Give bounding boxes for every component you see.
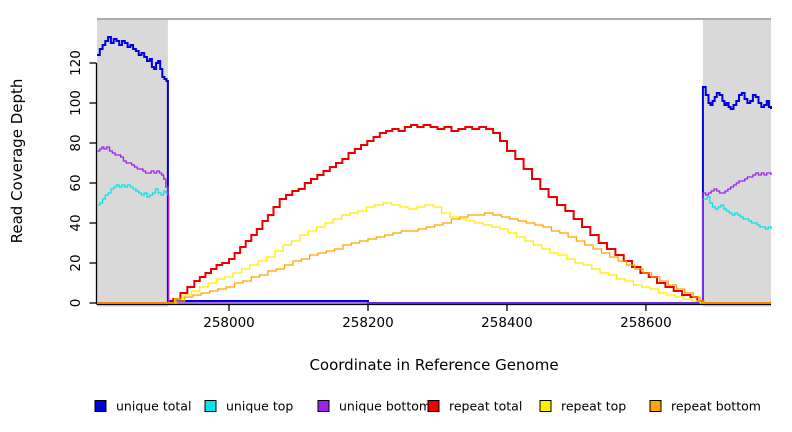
y-tick-label: 100	[68, 90, 84, 116]
legend-swatch-repeat-total	[427, 400, 440, 412]
legend-item-unique-bottom: unique bottom	[317, 399, 431, 414]
x-tick-label: 258200	[342, 315, 394, 331]
y-axis-ticks: 0 20 40 60 80 100 120	[68, 50, 97, 307]
y-tick-label: 80	[68, 134, 84, 151]
legend-label: unique total	[116, 399, 191, 414]
series-lines	[97, 36, 772, 304]
legend-label: unique top	[226, 399, 293, 414]
y-tick-label: 120	[68, 50, 84, 76]
x-tick-label: 258400	[481, 315, 533, 331]
series-line-unique-total	[97, 36, 772, 304]
x-axis-ticks: 258000 258200 258400 258600	[203, 304, 672, 331]
legend-item-unique-total: unique total	[94, 399, 191, 414]
shaded-flank-regions	[97, 20, 771, 307]
legend-swatch-repeat-bottom	[649, 400, 662, 412]
y-tick-label: 40	[68, 214, 84, 231]
series-line-unique-bottom	[97, 146, 772, 304]
legend-label: unique bottom	[339, 399, 431, 414]
y-axis-title: Read Coverage Depth	[8, 79, 26, 244]
legend-label: repeat bottom	[671, 399, 761, 414]
shaded-region	[702, 20, 771, 307]
series-line-repeat-top	[97, 202, 771, 304]
legend-swatch-repeat-top	[539, 400, 552, 412]
series-line-repeat-bottom	[97, 212, 771, 304]
x-axis-title: Coordinate in Reference Genome	[309, 356, 558, 374]
legend-item-unique-top: unique top	[204, 399, 293, 414]
legend-item-repeat-total: repeat total	[427, 399, 522, 414]
legend-item-repeat-top: repeat top	[539, 399, 626, 414]
legend-label: repeat top	[561, 399, 626, 414]
legend-swatch-unique-bottom	[317, 400, 330, 412]
series-line-unique-top	[97, 184, 772, 304]
y-tick-label: 20	[68, 254, 84, 271]
y-tick-label: 0	[68, 299, 84, 308]
legend-swatch-unique-top	[204, 400, 217, 412]
legend-item-repeat-bottom: repeat bottom	[649, 399, 761, 414]
legend-label: repeat total	[449, 399, 522, 414]
legend-swatch-unique-total	[94, 400, 107, 412]
legend: unique total unique top unique bottom repea…	[94, 399, 761, 414]
y-tick-label: 60	[68, 174, 84, 191]
series-line-repeat-total	[97, 124, 771, 304]
x-tick-label: 258600	[620, 315, 672, 331]
x-tick-label: 258000	[203, 315, 255, 331]
